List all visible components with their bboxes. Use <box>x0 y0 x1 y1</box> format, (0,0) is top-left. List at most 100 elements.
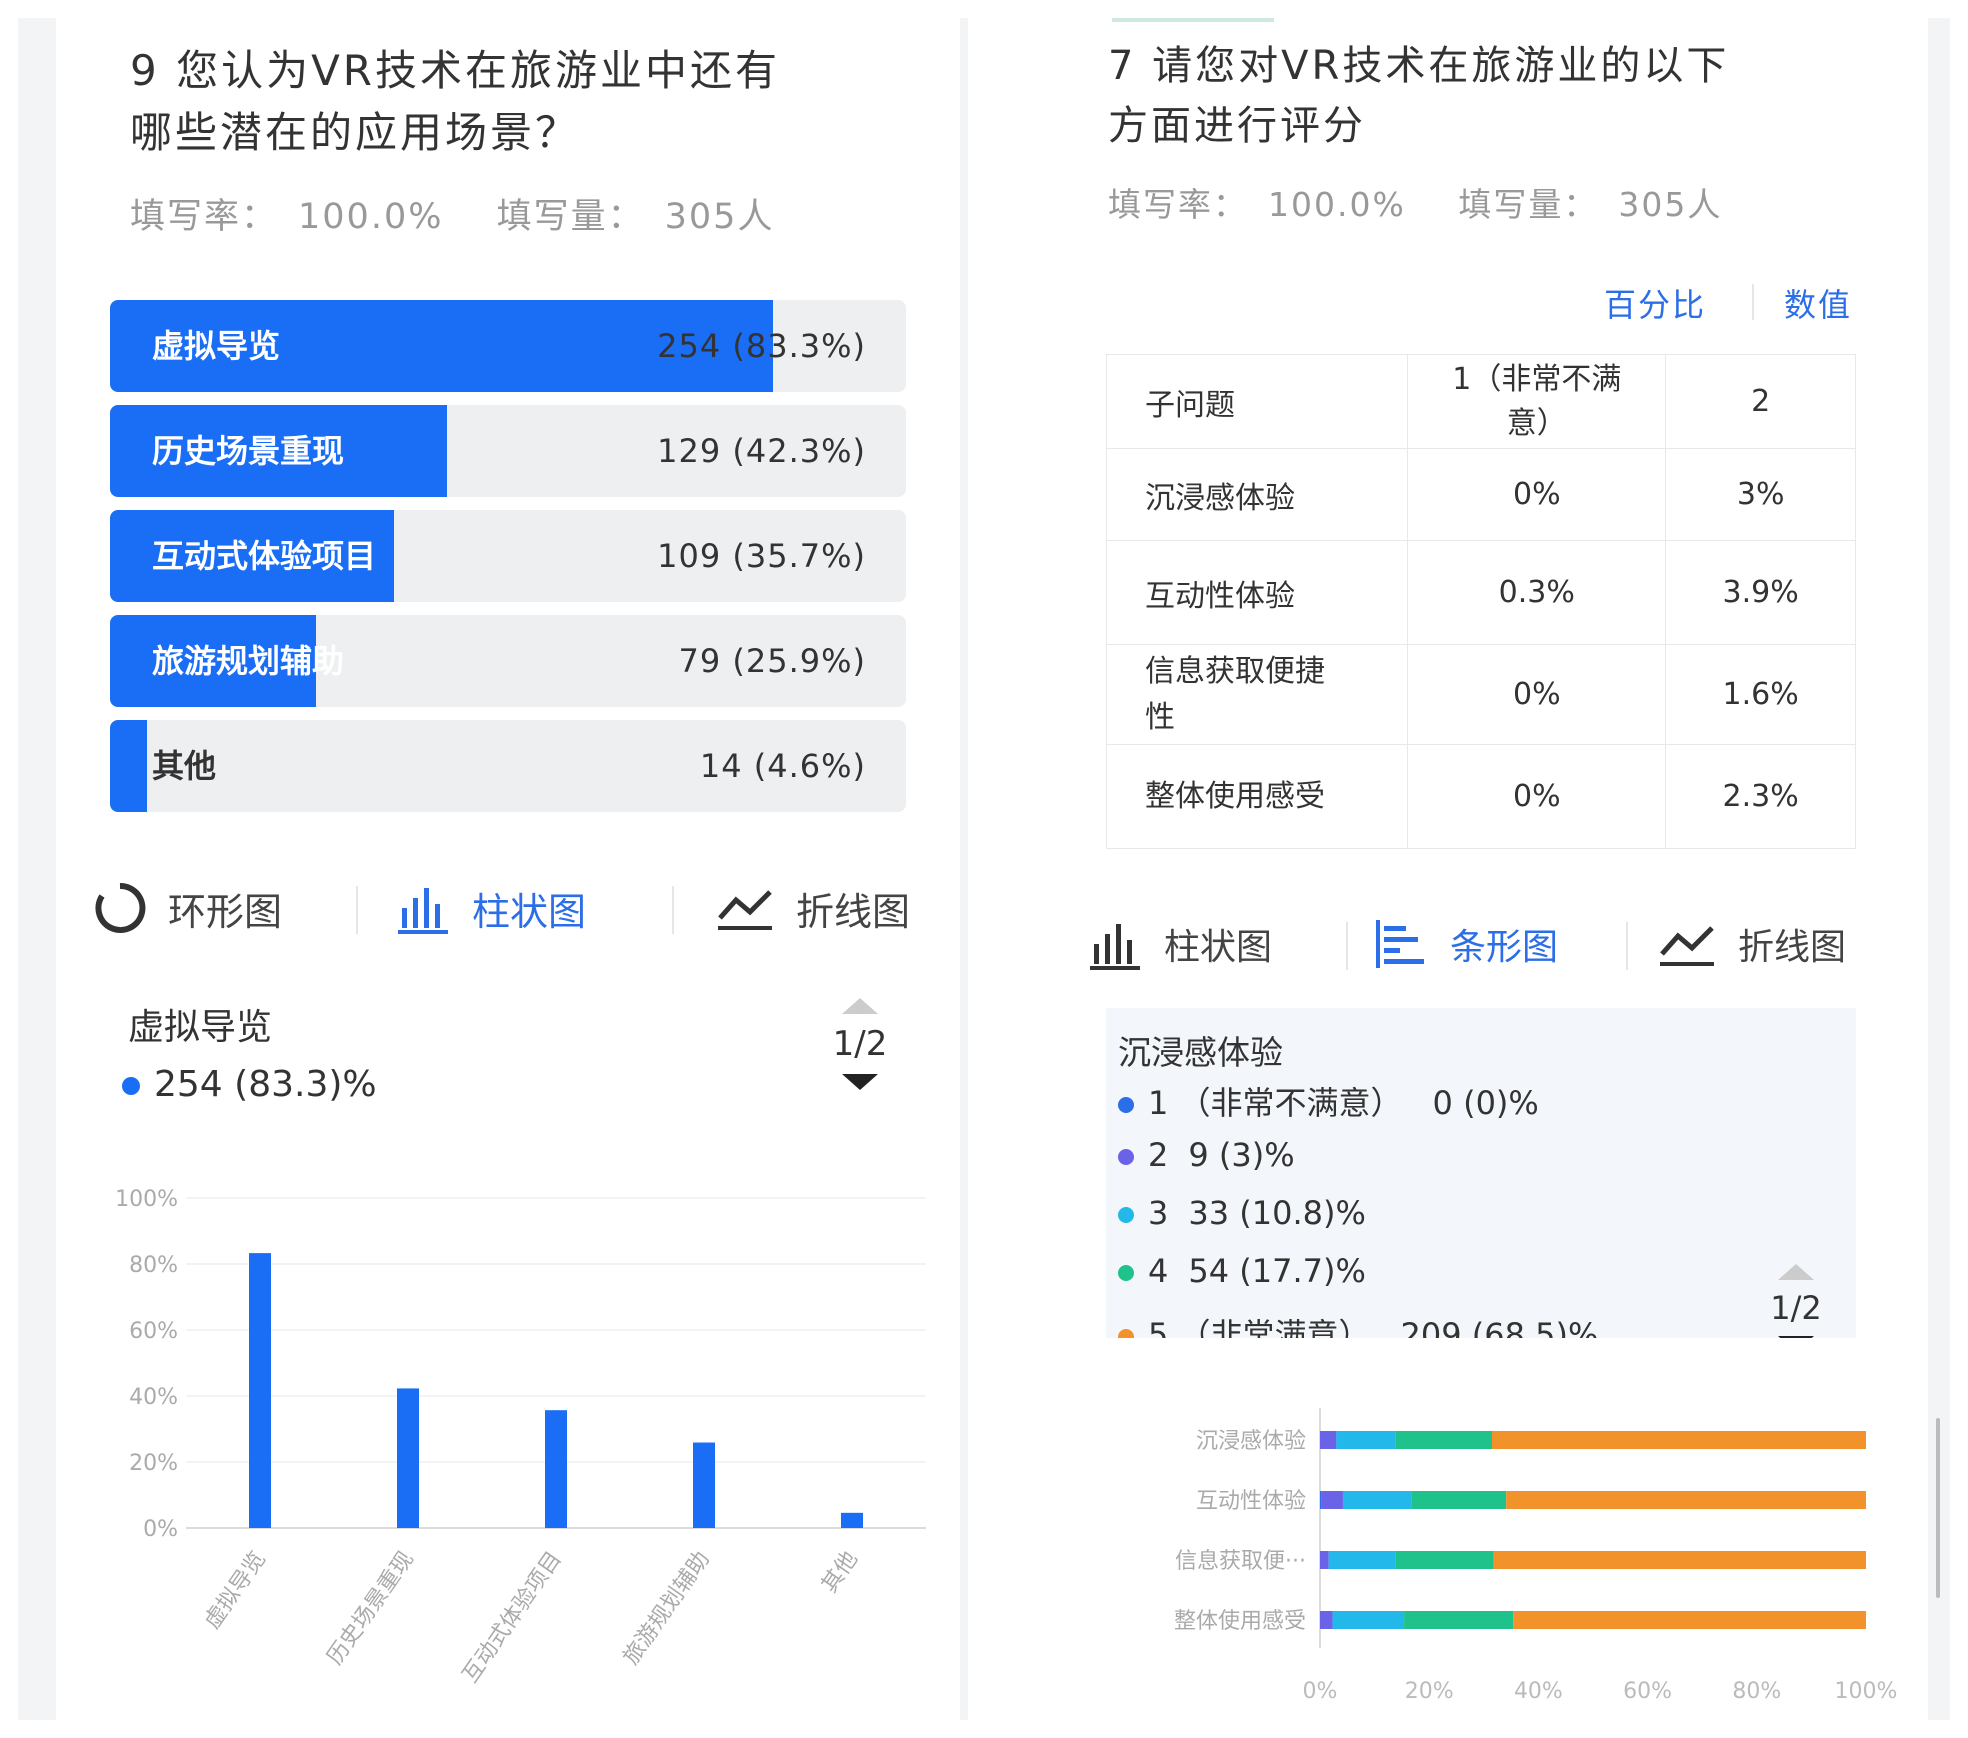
question-title-line2: 哪些潜在的应用场景？ <box>130 108 581 157</box>
tooltip-items: 1 （非常不满意） 0 (0)% 2 9 (3)% 3 33 (10.8)% 4 54 … <box>1118 1078 1598 1338</box>
chart-type-bar[interactable]: 柱状图 <box>1088 916 1272 972</box>
bar <box>397 1388 419 1528</box>
pager-text: 1/2 <box>1770 1289 1822 1327</box>
line-chart-icon <box>718 890 772 930</box>
bar-segment <box>1342 1491 1412 1509</box>
tooltip-title: 沉浸感体验 <box>1118 1033 1283 1072</box>
result-bar[interactable]: 旅游规划辅助 79 (25.9%) <box>110 615 906 707</box>
table-row: 沉浸感体验 0% 3% <box>1105 448 1856 541</box>
result-bar[interactable]: 其他 14 (4.6%) <box>110 720 906 812</box>
x-tick-label: 旅游规划辅助 <box>619 1547 715 1669</box>
x-tick-label: 20% <box>1405 1679 1454 1704</box>
question-title-line1: 9 您认为VR技术在旅游业中还有 <box>130 46 780 95</box>
y-tick-label: 0% <box>143 1517 178 1542</box>
chart-type-ring[interactable]: 环形图 <box>92 880 282 936</box>
line-chart-icon <box>1660 926 1714 966</box>
tooltip-value-text: 254 (83.3)% <box>154 1064 377 1105</box>
bar-segment <box>1320 1431 1337 1449</box>
table-cell: 0% <box>1407 448 1667 541</box>
result-bar[interactable]: 历史场景重现 129 (42.3%) <box>110 405 906 497</box>
fill-rate-label: 填写率： <box>130 197 279 237</box>
x-tick-label: 互动式体验项目 <box>458 1547 567 1688</box>
scrollbar[interactable] <box>1936 1418 1940 1598</box>
bar-segment <box>1321 1491 1343 1509</box>
question-title: 7 请您对VR技术在旅游业的以下 方面进行评分 <box>1108 36 1729 156</box>
bar-segment <box>1513 1611 1866 1629</box>
result-bar-fill <box>110 615 317 707</box>
table-cell: 2.3% <box>1665 744 1856 849</box>
y-tick-label: 80% <box>129 1253 178 1278</box>
chart-type-bar[interactable]: 柱状图 <box>396 880 586 936</box>
tooltip-box: 沉浸感体验 1 （非常不满意） 0 (0)% 2 9 (3)% 3 33 (10.8)… <box>1106 1008 1856 1338</box>
tooltip-item-value: 33 (10.8)% <box>1188 1194 1366 1232</box>
x-tick-label: 虚拟导览 <box>200 1547 271 1633</box>
tooltip-item-value: 209 (68.5)% <box>1400 1316 1599 1338</box>
tooltip-value: 254 (83.3)% <box>122 1064 377 1105</box>
bar-segment <box>1395 1431 1492 1449</box>
bar-chart-icon <box>1090 924 1140 970</box>
fill-rate: 100.0% <box>1268 185 1406 224</box>
divider <box>356 886 358 934</box>
divider <box>672 886 674 934</box>
tooltip-pager[interactable]: 1/2 <box>1766 1264 1826 1338</box>
view-toggle-value[interactable]: 数值 <box>1784 286 1853 324</box>
tooltip-item: 2 9 (3)% <box>1118 1136 1598 1194</box>
bar-chart-icon <box>398 888 448 934</box>
chart-type-hbar-label: 条形图 <box>1450 927 1559 968</box>
tooltip-item-label: 1 （非常不满意） <box>1148 1084 1403 1122</box>
result-bar-value: 129 (42.3%) <box>657 432 866 470</box>
tooltip-pager[interactable]: 1/2 <box>830 998 890 1090</box>
y-tick-label: 互动性体验 <box>1196 1489 1306 1514</box>
table-cell: 0% <box>1407 744 1667 849</box>
result-bar-label: 虚拟导览 <box>152 327 281 365</box>
chart-type-bar-label: 柱状图 <box>1164 927 1273 968</box>
tooltip-item-value: 54 (17.7)% <box>1188 1252 1366 1290</box>
view-toggle-percent[interactable]: 百分比 <box>1604 286 1707 324</box>
table-header: 1（非常不满意） <box>1407 354 1667 449</box>
bar-segment <box>1332 1611 1405 1629</box>
table-row: 信息获取便捷性 0% 1.6% <box>1105 644 1856 745</box>
bar <box>693 1442 715 1528</box>
chart-type-hbar[interactable]: 条形图 <box>1374 916 1558 972</box>
fill-count: 305人 <box>664 197 775 237</box>
series-dot <box>1118 1207 1134 1223</box>
tooltip-title: 虚拟导览 <box>128 1007 273 1048</box>
result-bar[interactable]: 互动式体验项目 109 (35.7%) <box>110 510 906 602</box>
divider <box>1626 922 1628 970</box>
series-dot <box>1118 1097 1134 1113</box>
pager-down-icon[interactable] <box>1778 1336 1814 1338</box>
result-bar-label: 互动式体验项目 <box>152 537 377 575</box>
pager-up-icon[interactable] <box>1778 1264 1814 1280</box>
tooltip-item-label: 2 <box>1148 1136 1169 1174</box>
result-bar-value: 254 (83.3%) <box>657 327 866 365</box>
result-bar-value: 109 (35.7%) <box>657 537 866 575</box>
ring-chart-icon <box>95 882 146 933</box>
table-cell-name: 沉浸感体验 <box>1105 448 1409 541</box>
table-header: 子问题 <box>1105 354 1409 449</box>
pager-up-icon[interactable] <box>842 998 878 1014</box>
table-cell: 0.3% <box>1407 540 1667 645</box>
result-bar-fill <box>110 510 395 602</box>
bar-segment <box>1336 1431 1396 1449</box>
chart-type-ring-label: 环形图 <box>168 889 283 934</box>
pager-down-icon[interactable] <box>842 1074 878 1090</box>
bar-segment <box>1411 1491 1507 1509</box>
result-bar[interactable]: 虚拟导览 254 (83.3%) <box>110 300 906 392</box>
question-title-line2: 方面进行评分 <box>1108 103 1366 149</box>
series-dot <box>1118 1149 1134 1165</box>
question-title: 9 您认为VR技术在旅游业中还有 哪些潜在的应用场景？ <box>130 40 780 164</box>
table-cell: 0% <box>1407 644 1667 745</box>
fill-count-label: 填写量： <box>496 197 645 237</box>
series-dot <box>1118 1265 1134 1281</box>
table-cell: 1.6% <box>1665 644 1856 745</box>
bar-segment <box>1491 1431 1866 1449</box>
chart-type-bar-label: 柱状图 <box>472 889 587 934</box>
tooltip-item-value: 9 (3)% <box>1188 1136 1295 1174</box>
chart-type-line[interactable]: 折线图 <box>716 880 910 936</box>
table-cell: 3.9% <box>1665 540 1856 645</box>
series-dot <box>122 1077 140 1095</box>
chart-type-line[interactable]: 折线图 <box>1658 916 1846 972</box>
series-dot <box>1118 1329 1134 1338</box>
left-survey-panel: 9 您认为VR技术在旅游业中还有 哪些潜在的应用场景？ 填写率： 100.0% 填… <box>18 18 968 1720</box>
x-tick-label: 80% <box>1732 1679 1781 1704</box>
